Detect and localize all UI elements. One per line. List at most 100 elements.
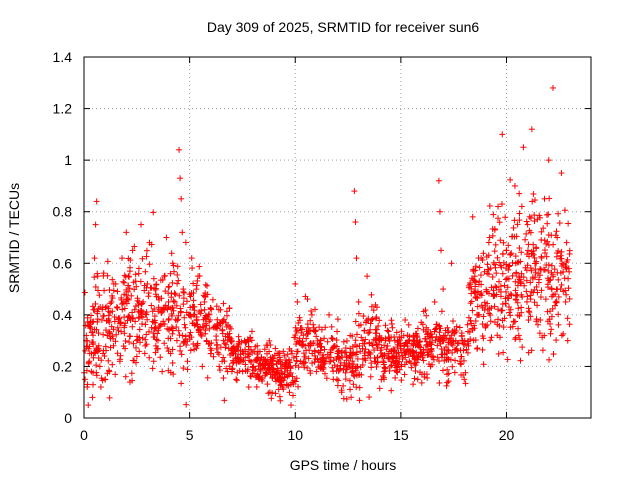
data-point-marker <box>360 313 367 320</box>
data-point-marker <box>174 317 181 324</box>
y-tick-label: 1.2 <box>53 101 73 117</box>
data-point-marker <box>149 365 156 372</box>
data-point-marker <box>455 339 462 346</box>
data-point-marker <box>180 338 187 345</box>
data-point-marker <box>351 373 358 380</box>
data-point-marker <box>155 327 162 334</box>
data-point-marker <box>244 350 251 357</box>
data-point-marker <box>393 368 400 375</box>
data-point-marker <box>214 316 221 323</box>
data-point-marker <box>117 352 124 359</box>
data-point-marker <box>271 352 278 359</box>
data-point-marker <box>134 297 141 304</box>
data-point-marker <box>400 332 407 339</box>
data-point-marker <box>356 384 363 391</box>
data-point-marker <box>125 282 132 289</box>
data-point-marker <box>492 283 499 290</box>
axes-layer: 0 5 10 15 20 0 0.2 0.4 0.6 0.8 1 1.2 1.4 <box>53 49 592 443</box>
data-point-marker <box>128 292 135 299</box>
data-point-marker <box>489 274 496 281</box>
data-point-marker <box>172 291 179 298</box>
data-point-marker <box>382 322 389 329</box>
data-point-marker <box>242 361 249 368</box>
data-point-marker <box>440 286 447 293</box>
data-point-marker <box>245 384 252 391</box>
data-point-marker <box>496 278 503 285</box>
data-point-marker <box>375 341 382 348</box>
data-point-marker <box>402 354 409 361</box>
data-point-marker <box>94 273 101 280</box>
data-point-marker <box>491 303 498 310</box>
data-point-marker <box>197 301 204 308</box>
data-point-marker <box>487 312 494 319</box>
data-point-marker <box>385 335 392 342</box>
data-point-marker <box>234 369 241 376</box>
data-point-marker <box>446 335 453 342</box>
data-point-marker <box>358 334 365 341</box>
data-point-marker <box>118 328 125 335</box>
data-point-marker <box>548 293 555 300</box>
data-point-marker <box>219 330 226 337</box>
data-point-marker <box>509 323 516 330</box>
data-point-marker <box>280 348 287 355</box>
data-point-marker <box>366 394 373 401</box>
data-point-marker <box>133 344 140 351</box>
data-point-marker <box>256 348 263 355</box>
data-point-marker <box>499 270 506 277</box>
data-point-marker <box>492 241 499 248</box>
data-point-marker <box>495 203 502 210</box>
data-point-marker <box>195 327 202 334</box>
data-point-marker <box>309 360 316 367</box>
data-point-marker <box>526 253 533 260</box>
data-point-marker <box>104 332 111 339</box>
data-point-marker <box>336 354 343 361</box>
data-point-marker <box>168 294 175 301</box>
data-point-marker <box>408 364 415 371</box>
data-point-marker <box>348 394 355 401</box>
data-point-marker <box>457 347 464 354</box>
data-point-marker <box>564 337 571 344</box>
data-point-marker <box>190 280 197 287</box>
data-point-marker <box>108 323 115 330</box>
data-point-marker <box>525 349 532 356</box>
data-point-marker <box>555 311 562 318</box>
data-point-marker <box>513 270 520 277</box>
data-point-marker <box>553 253 560 260</box>
data-point-marker <box>321 358 328 365</box>
data-point-marker <box>409 347 416 354</box>
data-point-marker <box>282 357 289 364</box>
data-point-marker <box>548 232 555 239</box>
data-point-marker <box>519 293 526 300</box>
data-point-marker <box>211 324 218 331</box>
data-point-marker <box>223 341 230 348</box>
data-point-marker <box>317 337 324 344</box>
data-point-marker <box>451 369 458 376</box>
data-point-marker <box>87 312 94 319</box>
data-point-marker <box>347 332 354 339</box>
data-point-marker <box>546 356 553 363</box>
data-point-marker <box>235 342 242 349</box>
data-point-marker <box>546 277 553 284</box>
data-point-marker <box>352 318 359 325</box>
data-point-marker <box>419 321 426 328</box>
data-point-marker <box>523 298 530 305</box>
data-point-marker <box>512 336 519 343</box>
data-point-marker <box>296 314 303 321</box>
data-point-marker <box>206 325 213 332</box>
data-points <box>81 84 573 409</box>
data-point-marker <box>271 372 278 379</box>
data-point-marker <box>506 263 513 270</box>
data-point-marker <box>553 337 560 344</box>
data-point-marker <box>566 247 573 254</box>
data-point-marker <box>312 306 319 313</box>
data-point-marker <box>504 275 511 282</box>
data-point-marker <box>123 229 130 236</box>
data-point-marker <box>495 350 502 357</box>
data-point-marker <box>131 243 138 250</box>
data-point-marker <box>411 375 418 382</box>
data-point-marker <box>347 345 354 352</box>
data-point-marker <box>435 177 442 184</box>
data-point-marker <box>330 368 337 375</box>
data-point-marker <box>277 365 284 372</box>
data-point-marker <box>445 378 452 385</box>
